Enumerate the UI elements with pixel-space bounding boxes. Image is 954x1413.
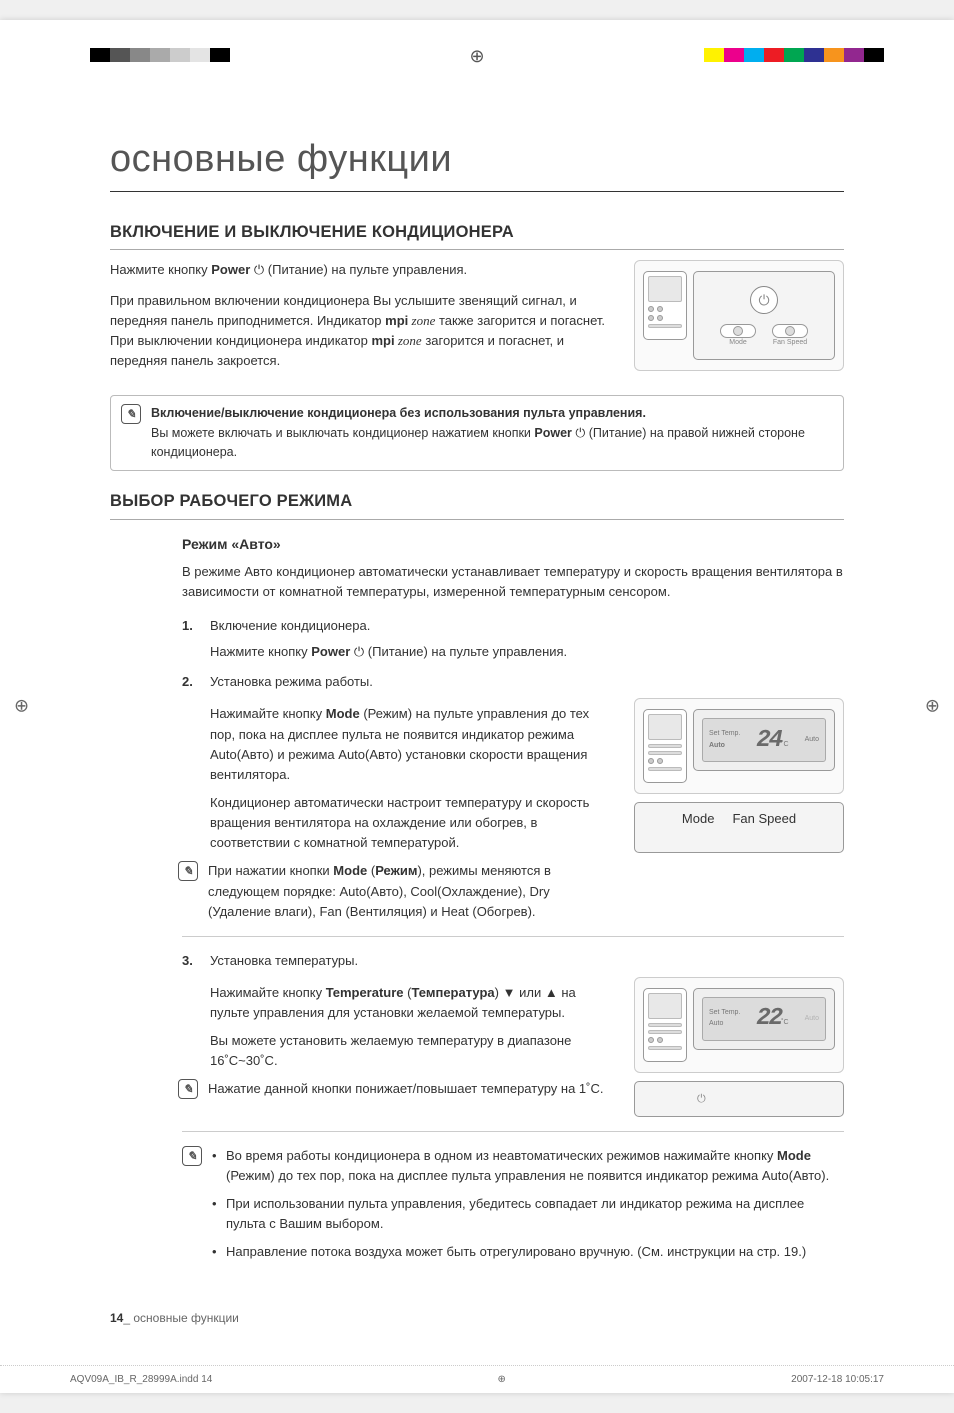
step3-title: Установка температуры. <box>210 953 358 968</box>
bullet-3: Направление потока воздуха может быть от… <box>212 1242 844 1262</box>
content-area: основные функции ВКЛЮЧЕНИЕ И ВЫКЛЮЧЕНИЕ … <box>0 20 954 1311</box>
note-icon: ✎ <box>121 404 141 424</box>
swatch <box>824 48 844 62</box>
triangle-up-icon <box>545 985 558 1000</box>
footer-filename: AQV09A_IB_R_28999A.indd 14 <box>70 1374 212 1385</box>
remote-control-icon <box>643 988 687 1062</box>
power-icon <box>354 644 364 659</box>
swatch <box>744 48 764 62</box>
display-temp-22: 22 <box>756 1000 781 1037</box>
figure-mode-col: Set Temp. Auto 24˚C Auto <box>634 698 844 921</box>
fanspeed-button-icon: Fan Speed <box>772 324 808 349</box>
figure-temp-buttons <box>634 1081 844 1117</box>
swatch <box>804 48 824 62</box>
s1-p3: При выключении кондиционера индикатор mp… <box>110 331 616 371</box>
swatch <box>130 48 150 62</box>
swatch <box>864 48 884 62</box>
swatch <box>704 48 724 62</box>
figure-power-col: Mode Fan Speed <box>634 260 844 379</box>
fanspeed-button-icon: Fan Speed <box>732 809 796 845</box>
swatch <box>190 48 210 62</box>
figure-mode-buttons: Mode Fan Speed <box>634 802 844 852</box>
s1-p1: Нажмите кнопку Power (Питание) на пульте… <box>110 260 616 280</box>
figure-mode-display: Set Temp. Auto 24˚C Auto <box>634 698 844 794</box>
bullet-1: Во время работы кондиционера в одном из … <box>212 1146 844 1186</box>
figure-power: Mode Fan Speed <box>634 260 844 371</box>
swatch <box>844 48 864 62</box>
registration-mark-top: ⊕ <box>469 46 484 67</box>
swatch <box>764 48 784 62</box>
auto-mode-heading: Режим «Авто» <box>182 534 844 556</box>
steps-list: Включение кондиционера. Нажмите кнопку P… <box>182 616 844 1132</box>
footer-date: 2007-12-18 10:05:17 <box>791 1374 884 1385</box>
auto-mode-block: Режим «Авто» В режиме Авто кондиционер а… <box>182 534 844 1271</box>
section-power-text: Нажмите кнопку Power (Питание) на пульте… <box>110 260 616 379</box>
section-mode-title: ВЫБОР РАБОЧЕГО РЕЖИМА <box>110 489 844 520</box>
final-bullets: Во время работы кондиционера в одном из … <box>212 1146 844 1271</box>
step1-body: Нажмите кнопку Power (Питание) на пульте… <box>210 642 844 662</box>
note-body: Включение/выключение кондиционера без ис… <box>151 404 833 462</box>
swatches-left <box>70 48 230 62</box>
registration-mark-bottom: ⊕ <box>498 1374 506 1385</box>
power-button-icon <box>750 286 778 314</box>
step1-title: Включение кондиционера. <box>210 618 370 633</box>
power-icon <box>254 262 264 277</box>
mode-button-icon: Mode <box>682 809 715 845</box>
remote-control-icon <box>643 271 687 340</box>
note-icon: ✎ <box>182 1146 202 1166</box>
note1-title: Включение/выключение кондиционера без ис… <box>151 406 646 420</box>
step-divider <box>182 936 844 937</box>
triangle-down-icon <box>503 985 516 1000</box>
figure-temp-col: Set Temp. Auto 22˚C Auto <box>634 977 844 1117</box>
step2-note: ✎ При нажатии кнопки Mode (Режим), режим… <box>178 861 616 921</box>
s1-p2: При правильном включении кондиционера Вы… <box>110 291 616 331</box>
ac-unit-panel-icon: Mode Fan Speed <box>693 271 835 360</box>
mpi-label: mpi <box>385 313 408 328</box>
step3-note: ✎ Нажатие данной кнопки понижает/повышае… <box>178 1079 616 1099</box>
document-page: ⊕ ⊕ ⊕ основные функции ВКЛЮЧЕНИЕ И ВЫКЛЮ… <box>0 20 954 1393</box>
swatches-right <box>704 48 884 62</box>
power-label: Power <box>211 262 250 277</box>
step3-body: Нажимайте кнопку Temperature (Температур… <box>210 983 616 1117</box>
step-3: Установка температуры. Нажимайте кнопку … <box>182 951 844 1132</box>
step-2: Установка режима работы. Нажимайте кнопк… <box>182 672 844 937</box>
step2-title: Установка режима работы. <box>210 674 373 689</box>
final-notes: ✎ Во время работы кондиционера в одном и… <box>182 1146 844 1271</box>
print-footer: AQV09A_IB_R_28999A.indd 14 ⊕ 2007-12-18 … <box>0 1365 954 1393</box>
page-number-line: 14_ основные функции <box>0 1311 954 1335</box>
power-button-icon <box>697 1088 719 1110</box>
swatch <box>724 48 744 62</box>
step-divider <box>182 1131 844 1132</box>
note-icon: ✎ <box>178 1079 198 1099</box>
swatch <box>784 48 804 62</box>
bullet-2: При использовании пульта управления, убе… <box>212 1194 844 1234</box>
swatch <box>150 48 170 62</box>
auto-intro: В режиме Авто кондиционер автоматически … <box>182 562 844 602</box>
display-panel-icon: Set Temp. Auto 24˚C Auto <box>693 709 835 771</box>
note-icon: ✎ <box>178 861 198 881</box>
swatch <box>70 48 90 62</box>
display-temp-24: 24 <box>756 722 781 759</box>
note-power-without-remote: ✎ Включение/выключение кондиционера без … <box>110 395 844 471</box>
section-power-title: ВКЛЮЧЕНИЕ И ВЫКЛЮЧЕНИЕ КОНДИЦИОНЕРА <box>110 220 844 251</box>
swatch <box>210 48 230 62</box>
registration-mark-left: ⊕ <box>14 696 29 717</box>
registration-mark-right: ⊕ <box>925 696 940 717</box>
page-title: основные функции <box>110 130 844 192</box>
display-panel-icon: Set Temp. Auto 22˚C Auto <box>693 988 835 1050</box>
remote-control-icon <box>643 709 687 783</box>
mode-button-icon: Mode <box>720 324 756 349</box>
swatch <box>170 48 190 62</box>
power-icon <box>575 426 585 440</box>
swatch <box>90 48 110 62</box>
registration-bar: ⊕ <box>0 48 954 62</box>
step2-body: Нажимайте кнопку Mode (Режим) на пульте … <box>210 704 616 921</box>
swatch <box>110 48 130 62</box>
figure-temp-display: Set Temp. Auto 22˚C Auto <box>634 977 844 1073</box>
section-power-row: Нажмите кнопку Power (Питание) на пульте… <box>110 260 844 379</box>
page-number: 14 <box>110 1311 123 1325</box>
step-1: Включение кондиционера. Нажмите кнопку P… <box>182 616 844 662</box>
